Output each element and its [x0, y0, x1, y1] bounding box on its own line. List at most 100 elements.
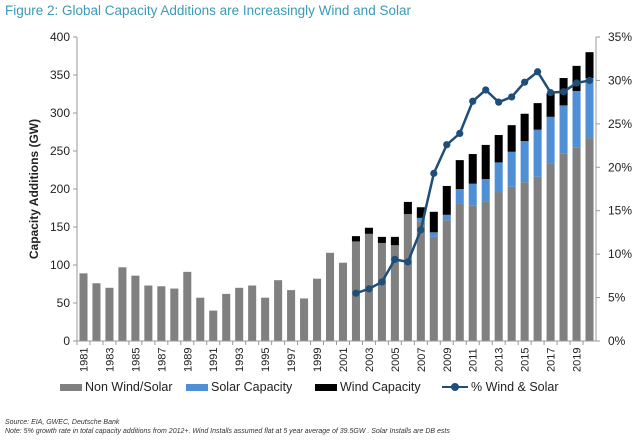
footer: Source: EIA, GWEC, Deutsche Bank Note: 5…: [5, 418, 450, 436]
pct-point-2012: [482, 86, 490, 94]
pct-point-2015: [521, 78, 529, 86]
y-tick-label: 0: [63, 334, 70, 348]
bar-wind-capacity-2009: [442, 185, 451, 215]
pct-point-2011: [469, 97, 477, 105]
y-tick-label: 150: [50, 220, 70, 234]
bar-wind-capacity-2014: [507, 125, 516, 152]
bar-wind-capacity-2020: [585, 52, 594, 79]
legend-line-marker-icon: [442, 382, 468, 392]
bar-solar-capacity-2018: [559, 105, 568, 154]
chart-plot: 0 50 100 150 200 250 300 350 400 0% 5% 10% 15% 20% 25%…: [27, 30, 632, 372]
bar-non-wind-solar-2000: [325, 252, 335, 341]
x-tick-label: 1985: [130, 348, 142, 372]
y-tick-label: 250: [50, 144, 70, 158]
bar-solar-capacity-2017: [546, 116, 555, 164]
legend-swatch-black: [315, 383, 337, 391]
y2-tick-label: 20%: [608, 160, 632, 174]
pct-point-2016: [534, 68, 542, 76]
bar-non-wind-solar-2010: [455, 203, 464, 341]
bar-wind-capacity-2005: [390, 236, 399, 246]
pct-point-2020: [585, 76, 594, 85]
bar-solar-capacity-2008: [429, 232, 438, 237]
bar-solar-capacity-2014: [507, 151, 516, 187]
x-tick-label: 2003: [364, 348, 376, 372]
bar-non-wind-solar-2019: [572, 147, 581, 341]
x-tick-label: 2007: [416, 348, 428, 372]
bar-wind-capacity-2013: [494, 135, 503, 163]
y2-tick-label: 0%: [608, 334, 626, 348]
bar-wind-capacity-2015: [520, 113, 529, 142]
pct-point-2017: [546, 88, 555, 97]
bar-non-wind-solar-1988: [170, 288, 179, 341]
legend-item-pct-wind-solar: % Wind & Solar: [442, 380, 559, 394]
bar-wind-capacity-2019: [572, 65, 581, 91]
x-tick-label: 1981: [78, 348, 90, 372]
y-tick-label: 350: [50, 68, 70, 82]
pct-point-2006: [404, 258, 412, 266]
bar-non-wind-solar-2020: [585, 138, 594, 341]
x-tick-label: 2009: [442, 348, 454, 372]
bar-solar-capacity-2012: [481, 179, 490, 202]
bar-non-wind-solar-1992: [222, 293, 231, 341]
pct-point-2005: [391, 255, 399, 263]
bar-non-wind-solar-2014: [507, 186, 516, 341]
bar-non-wind-solar-1982: [92, 283, 101, 341]
bar-wind-capacity-2012: [481, 144, 490, 180]
bar-solar-capacity-2019: [572, 90, 581, 148]
x-tick-label: 1987: [156, 348, 168, 372]
bar-non-wind-solar-1991: [209, 310, 218, 341]
x-tick-label: 1993: [234, 348, 246, 372]
pct-point-2018: [559, 88, 568, 96]
x-tick-label: 1983: [104, 348, 116, 372]
legend-item-wind: Wind Capacity: [315, 380, 421, 394]
bar-non-wind-solar-2018: [559, 153, 568, 341]
source-note: Source: EIA, GWEC, Deutsche Bank: [5, 419, 120, 426]
y2-tick-label: 10%: [608, 247, 632, 261]
bars-group: [79, 52, 594, 341]
pct-point-2008: [430, 169, 438, 177]
bar-non-wind-solar-2015: [520, 182, 529, 341]
bar-wind-capacity-2002: [351, 236, 360, 242]
y2-tick-label: 30%: [608, 73, 632, 87]
x-tick-label: 1997: [286, 348, 298, 372]
bar-non-wind-solar-1981: [79, 273, 88, 341]
y-tick-label: 300: [50, 106, 70, 120]
bar-non-wind-solar-2013: [494, 192, 503, 341]
bar-non-wind-solar-1999: [313, 278, 322, 341]
legend-item-non-wind-solar: Non Wind/Solar: [60, 380, 173, 394]
pct-point-2014: [508, 93, 516, 101]
x-tick-label: 2005: [390, 348, 402, 372]
bar-wind-capacity-2011: [468, 154, 477, 184]
pct-point-2004: [378, 278, 386, 286]
x-tick-label: 2011: [468, 348, 480, 372]
bar-wind-capacity-2016: [533, 103, 542, 130]
x-tick-label: 2017: [546, 348, 558, 372]
x-tick-label: 2019: [572, 348, 584, 372]
legend-label: Wind Capacity: [340, 380, 421, 394]
y-tick-label: 100: [50, 258, 70, 272]
x-tick-label: 2013: [494, 348, 506, 372]
pct-point-2009: [443, 141, 451, 149]
bar-non-wind-solar-2001: [338, 262, 348, 341]
y2-tick-label: 5%: [608, 291, 626, 305]
bar-non-wind-solar-2008: [429, 236, 438, 341]
pct-point-2003: [365, 285, 373, 293]
legend-label: Solar Capacity: [211, 380, 293, 394]
bar-wind-capacity-2007: [416, 207, 425, 218]
bar-solar-capacity-2020: [585, 78, 594, 139]
legend-item-solar: Solar Capacity: [186, 380, 292, 394]
y-tick-label: 200: [50, 182, 70, 196]
bar-non-wind-solar-2012: [481, 201, 490, 341]
y-axis-title: Capacity Additions (GW): [27, 119, 41, 259]
bar-solar-capacity-2016: [533, 129, 542, 177]
bar-non-wind-solar-2009: [442, 220, 451, 341]
axes-group: 0 50 100 150 200 250 300 350 400 0% 5% 10% 15% 20% 25%…: [50, 30, 632, 372]
bar-non-wind-solar-2016: [533, 176, 542, 341]
x-tick-label: 1999: [312, 348, 324, 372]
bar-solar-capacity-2009: [442, 214, 451, 221]
chart-title: Figure 2: Global Capacity Additions are …: [5, 3, 411, 18]
bar-non-wind-solar-1996: [274, 280, 283, 341]
bar-non-wind-solar-1984: [118, 267, 127, 341]
x-tick-label: 1989: [182, 348, 194, 372]
pct-point-2019: [572, 79, 581, 87]
